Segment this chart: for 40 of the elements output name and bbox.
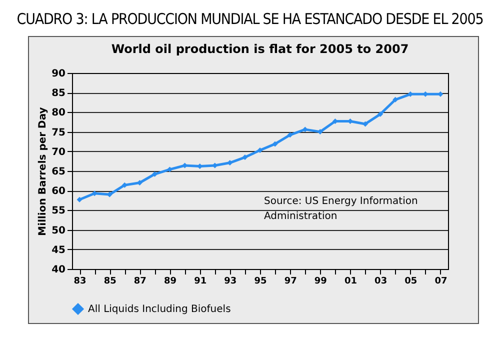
y-axis-title: Million Barrels per Day bbox=[38, 106, 49, 236]
x-tick-label: 01 bbox=[344, 276, 358, 286]
y-tick-label: 55 bbox=[52, 206, 66, 217]
point bbox=[242, 154, 248, 160]
x-tick-label: 89 bbox=[164, 276, 177, 286]
point bbox=[378, 111, 384, 117]
y-tick-label: 50 bbox=[52, 225, 66, 236]
point bbox=[392, 96, 398, 102]
chart-subtitle: World oil production is flat for 2005 to 2007 bbox=[111, 42, 409, 56]
x-tick-label: 99 bbox=[314, 276, 327, 286]
y-tick-label: 45 bbox=[52, 244, 66, 256]
x-tick-label: 87 bbox=[134, 276, 146, 286]
x-tick-label: 03 bbox=[374, 276, 388, 286]
y-tick-label: 40 bbox=[52, 264, 66, 276]
x-tick-label: 85 bbox=[104, 276, 116, 286]
point bbox=[257, 147, 263, 153]
y-tick-label: 85 bbox=[52, 88, 66, 100]
x-tick-label: 83 bbox=[74, 276, 86, 286]
legend-label: All Liquids Including Biofuels bbox=[88, 304, 231, 315]
chart-title: CUADRO 3: LA PRODUCCION MUNDIAL SE HA ESTANCADO DESDE EL 2005 bbox=[16, 10, 484, 28]
point bbox=[272, 141, 278, 147]
x-tick-label: 91 bbox=[194, 276, 207, 286]
x-tick-label: 05 bbox=[404, 276, 418, 286]
point bbox=[302, 126, 308, 132]
annotation: Source: US Energy Information Administration bbox=[264, 196, 418, 222]
point bbox=[362, 121, 368, 127]
x-tick-label: 97 bbox=[284, 276, 297, 286]
point bbox=[152, 171, 158, 177]
point bbox=[287, 132, 293, 138]
point bbox=[167, 166, 172, 172]
x-tick-label: 93 bbox=[224, 276, 237, 286]
y-tick-label: 75 bbox=[52, 127, 66, 138]
y-tick-label: 60 bbox=[52, 186, 66, 198]
y-tick-label: 90 bbox=[52, 68, 66, 80]
x-tick-label: 95 bbox=[254, 276, 267, 286]
point bbox=[76, 196, 82, 202]
y-tick-label: 80 bbox=[52, 108, 66, 119]
y-tick-label: 65 bbox=[52, 166, 66, 178]
y-tick-label: 70 bbox=[52, 146, 66, 158]
x-tick-label: 07 bbox=[434, 276, 448, 286]
